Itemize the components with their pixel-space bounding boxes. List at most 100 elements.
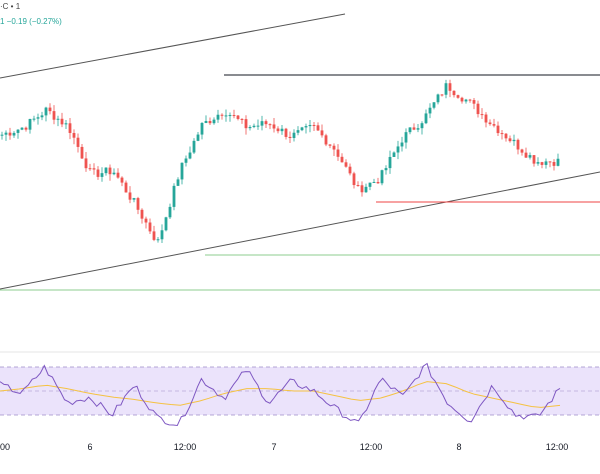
candle-body — [64, 123, 68, 125]
candle-body — [20, 127, 24, 130]
candle-body — [240, 118, 244, 120]
candle-body — [436, 94, 440, 103]
candle-body — [352, 173, 356, 186]
candle-body — [188, 152, 192, 159]
candle-body — [532, 155, 536, 164]
candle-body — [108, 167, 112, 175]
candle-body — [536, 162, 540, 164]
candle-body — [84, 158, 88, 169]
candle-body — [500, 133, 504, 135]
x-tick-label: 12:00 — [360, 442, 383, 452]
candle-body — [244, 119, 248, 129]
x-tick-label: 12:00 — [174, 442, 197, 452]
candle-body — [92, 168, 96, 170]
candle-body — [460, 97, 464, 102]
candle-body — [428, 107, 432, 114]
candle-body — [88, 168, 92, 170]
candle-body — [340, 156, 344, 163]
candle-body — [296, 130, 300, 133]
candle-body — [48, 107, 52, 112]
candle-body — [468, 99, 472, 101]
candle-body — [492, 124, 496, 126]
candle-body — [364, 186, 368, 193]
candle-body — [152, 231, 156, 240]
candle-body — [212, 119, 216, 124]
candle-body — [276, 128, 280, 132]
candle-body — [76, 137, 80, 147]
candle-body — [80, 146, 84, 159]
candle-body — [168, 206, 172, 218]
candle-body — [96, 169, 100, 177]
candle-body — [488, 122, 492, 125]
x-tick-label: 6 — [87, 442, 92, 452]
candle-body — [448, 83, 452, 91]
candle-body — [472, 100, 476, 104]
candle-body — [56, 118, 60, 120]
candle-body — [4, 132, 8, 135]
candle-body — [424, 113, 428, 124]
candle-body — [336, 149, 340, 157]
candle-body — [8, 132, 12, 136]
candle-body — [160, 230, 164, 240]
candle-body — [280, 128, 284, 132]
candle-body — [396, 146, 400, 153]
candle-body — [68, 123, 72, 133]
candle-body — [120, 177, 124, 183]
candle-body — [480, 114, 484, 116]
candle-body — [304, 126, 308, 128]
candle-body — [180, 162, 184, 180]
channel-lower-line — [0, 171, 600, 290]
candle-body — [400, 142, 404, 147]
candle-body — [252, 125, 256, 128]
candle-body — [264, 121, 268, 125]
candle-body — [40, 115, 44, 118]
candle-body — [36, 117, 40, 119]
candle-body — [368, 182, 372, 187]
candle-body — [172, 185, 176, 207]
channel-upper-line — [0, 13, 346, 79]
candle-body — [100, 173, 104, 177]
candle-body — [248, 127, 252, 129]
candle-body — [12, 132, 16, 136]
candle-body — [60, 118, 64, 125]
candle-body — [132, 198, 136, 200]
candle-body — [284, 128, 288, 137]
candle-body — [544, 161, 548, 165]
candle-body — [452, 90, 456, 96]
candle-body — [376, 181, 380, 184]
candle-body — [344, 162, 348, 167]
candle-body — [224, 115, 228, 117]
candle-body — [420, 123, 424, 129]
candle-body — [216, 114, 220, 120]
candle-body — [464, 99, 468, 102]
candle-body — [32, 118, 36, 120]
candle-body — [0, 134, 4, 136]
candle-body — [200, 122, 204, 135]
candle-body — [128, 192, 132, 200]
candle-body — [456, 95, 460, 98]
candle-body — [156, 239, 160, 241]
candlestick-series — [0, 79, 560, 244]
candle-body — [24, 127, 28, 130]
candle-body — [164, 217, 168, 231]
candle-body — [348, 166, 352, 174]
candle-body — [196, 134, 200, 141]
candle-body — [476, 103, 480, 115]
candle-body — [524, 152, 528, 158]
candle-body — [332, 145, 336, 150]
candle-body — [232, 115, 236, 117]
candle-body — [540, 162, 544, 165]
candle-body — [176, 179, 180, 186]
candle-body — [260, 121, 264, 126]
candle-body — [328, 144, 332, 146]
candle-body — [360, 185, 364, 193]
candle-body — [208, 121, 212, 124]
candle-body — [388, 156, 392, 169]
candle-body — [444, 83, 448, 95]
candle-body — [484, 114, 488, 123]
symbol-header: ·C • 1 — [0, 2, 21, 11]
candle-body — [44, 107, 48, 116]
candle-body — [308, 125, 312, 127]
candle-body — [312, 125, 316, 127]
